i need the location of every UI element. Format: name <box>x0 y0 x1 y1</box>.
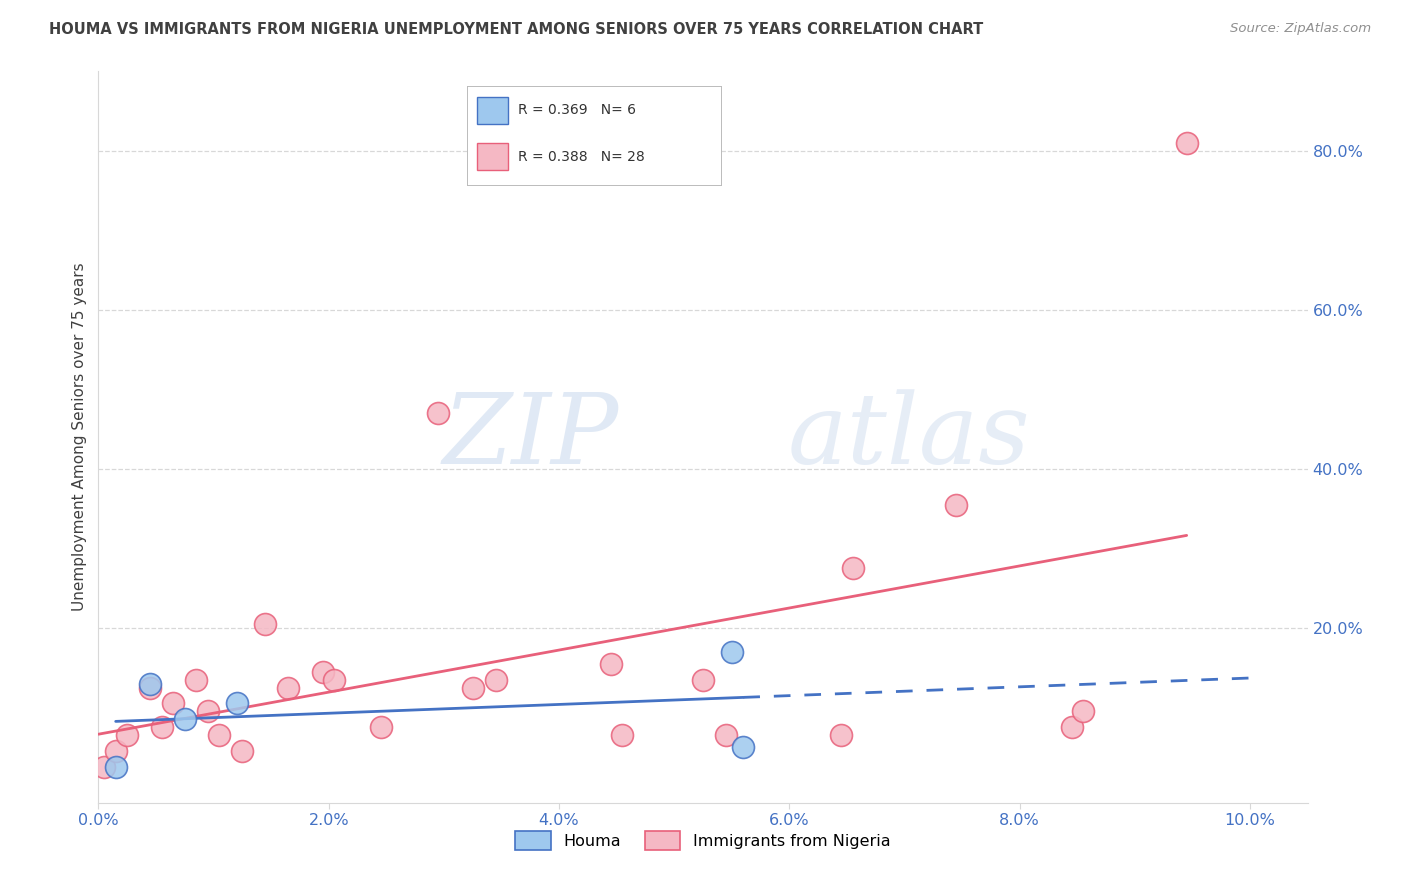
Point <box>139 681 162 695</box>
Point <box>1071 705 1094 719</box>
Point <box>104 760 127 774</box>
Point <box>208 728 231 742</box>
Point <box>692 673 714 687</box>
Point <box>1175 136 1198 150</box>
Text: ZIP: ZIP <box>441 390 619 484</box>
Point <box>599 657 621 671</box>
Point <box>186 673 208 687</box>
Point <box>461 681 484 695</box>
Legend: Houma, Immigrants from Nigeria: Houma, Immigrants from Nigeria <box>516 831 890 850</box>
Point <box>612 728 634 742</box>
Point <box>150 720 173 734</box>
Point <box>197 705 219 719</box>
Point <box>277 681 299 695</box>
Point <box>1060 720 1083 734</box>
Point <box>714 728 737 742</box>
Point <box>173 712 195 726</box>
Point <box>427 406 450 420</box>
Point <box>254 616 277 631</box>
Point <box>720 645 742 659</box>
Point <box>312 665 335 679</box>
Point <box>945 498 967 512</box>
Text: Source: ZipAtlas.com: Source: ZipAtlas.com <box>1230 22 1371 36</box>
Point <box>139 676 162 690</box>
Text: atlas: atlas <box>787 390 1031 484</box>
Point <box>485 673 508 687</box>
Point <box>323 673 346 687</box>
Text: HOUMA VS IMMIGRANTS FROM NIGERIA UNEMPLOYMENT AMONG SENIORS OVER 75 YEARS CORREL: HOUMA VS IMMIGRANTS FROM NIGERIA UNEMPLO… <box>49 22 983 37</box>
Y-axis label: Unemployment Among Seniors over 75 years: Unemployment Among Seniors over 75 years <box>72 263 87 611</box>
Point <box>231 744 253 758</box>
Point <box>841 561 863 575</box>
Point <box>225 697 247 711</box>
Point <box>93 760 115 774</box>
Point <box>115 728 138 742</box>
Point <box>733 740 755 755</box>
Point <box>104 744 127 758</box>
Point <box>830 728 852 742</box>
Point <box>162 697 184 711</box>
Point <box>370 720 392 734</box>
